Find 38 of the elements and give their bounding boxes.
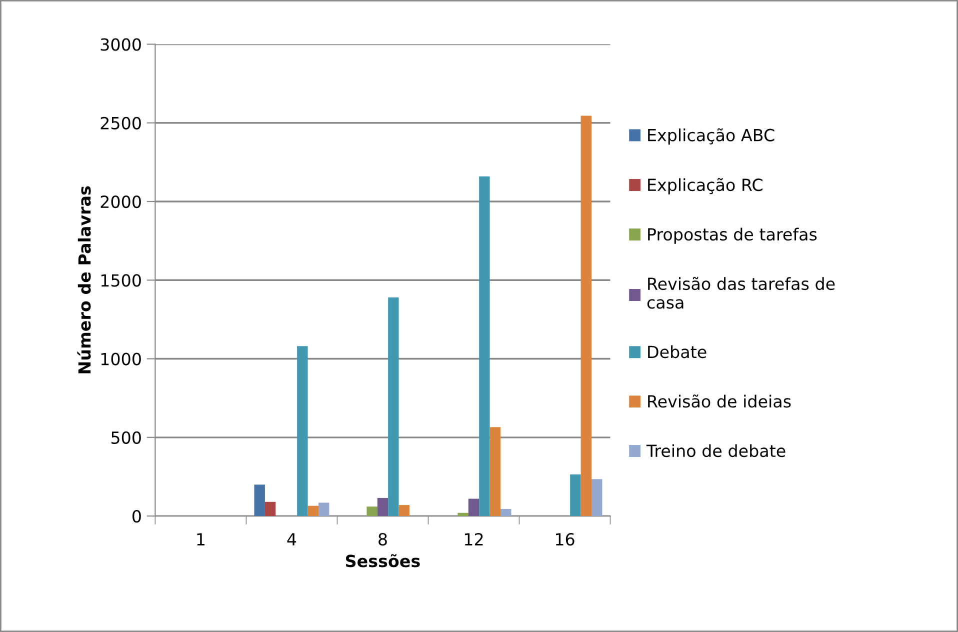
- bar: [592, 479, 602, 516]
- legend-label: Explicação ABC: [648, 128, 774, 145]
- legend-label: Treino de debate: [646, 444, 786, 458]
- y-tick-label: 0: [132, 510, 141, 523]
- y-tick-label: 1500: [101, 274, 141, 287]
- y-tick-label: 500: [111, 431, 141, 444]
- bar: [318, 502, 330, 516]
- y-tick-label: 2000: [100, 195, 141, 208]
- bar: [254, 484, 265, 516]
- legend-label: Propostas de tarefas: [648, 228, 817, 244]
- x-axis-title: Sessões: [346, 554, 420, 568]
- bar: [479, 176, 490, 516]
- bar: [398, 505, 410, 516]
- bar: [264, 502, 276, 516]
- y-tick-label: 1000: [101, 352, 141, 366]
- y-tick-label: 3000: [100, 38, 141, 51]
- bar: [570, 474, 581, 516]
- x-tick-label: 12: [464, 532, 483, 546]
- bar: [580, 116, 592, 516]
- legend-label: Revisão de ideias: [648, 394, 791, 408]
- legend-label: Debate: [648, 345, 706, 358]
- bar: [366, 506, 378, 516]
- bar: [500, 508, 512, 516]
- bar: [490, 427, 500, 516]
- y-axis-title: Número de Palavras: [77, 186, 91, 374]
- x-tick-label: 1: [197, 533, 204, 546]
- bar: [308, 506, 318, 516]
- x-tick-label: 16: [556, 532, 574, 546]
- y-tick-label: 2500: [100, 116, 141, 130]
- x-tick-label: 4: [287, 533, 296, 546]
- legend-label: Revisão das tarefas de casa: [647, 276, 835, 309]
- x-tick-label: 8: [378, 532, 387, 546]
- bar: [468, 498, 480, 516]
- legend-label: Explicação RC: [648, 178, 762, 194]
- bar: [377, 498, 388, 516]
- bar: [458, 512, 468, 516]
- bar: [297, 346, 308, 516]
- bar: [388, 297, 399, 516]
